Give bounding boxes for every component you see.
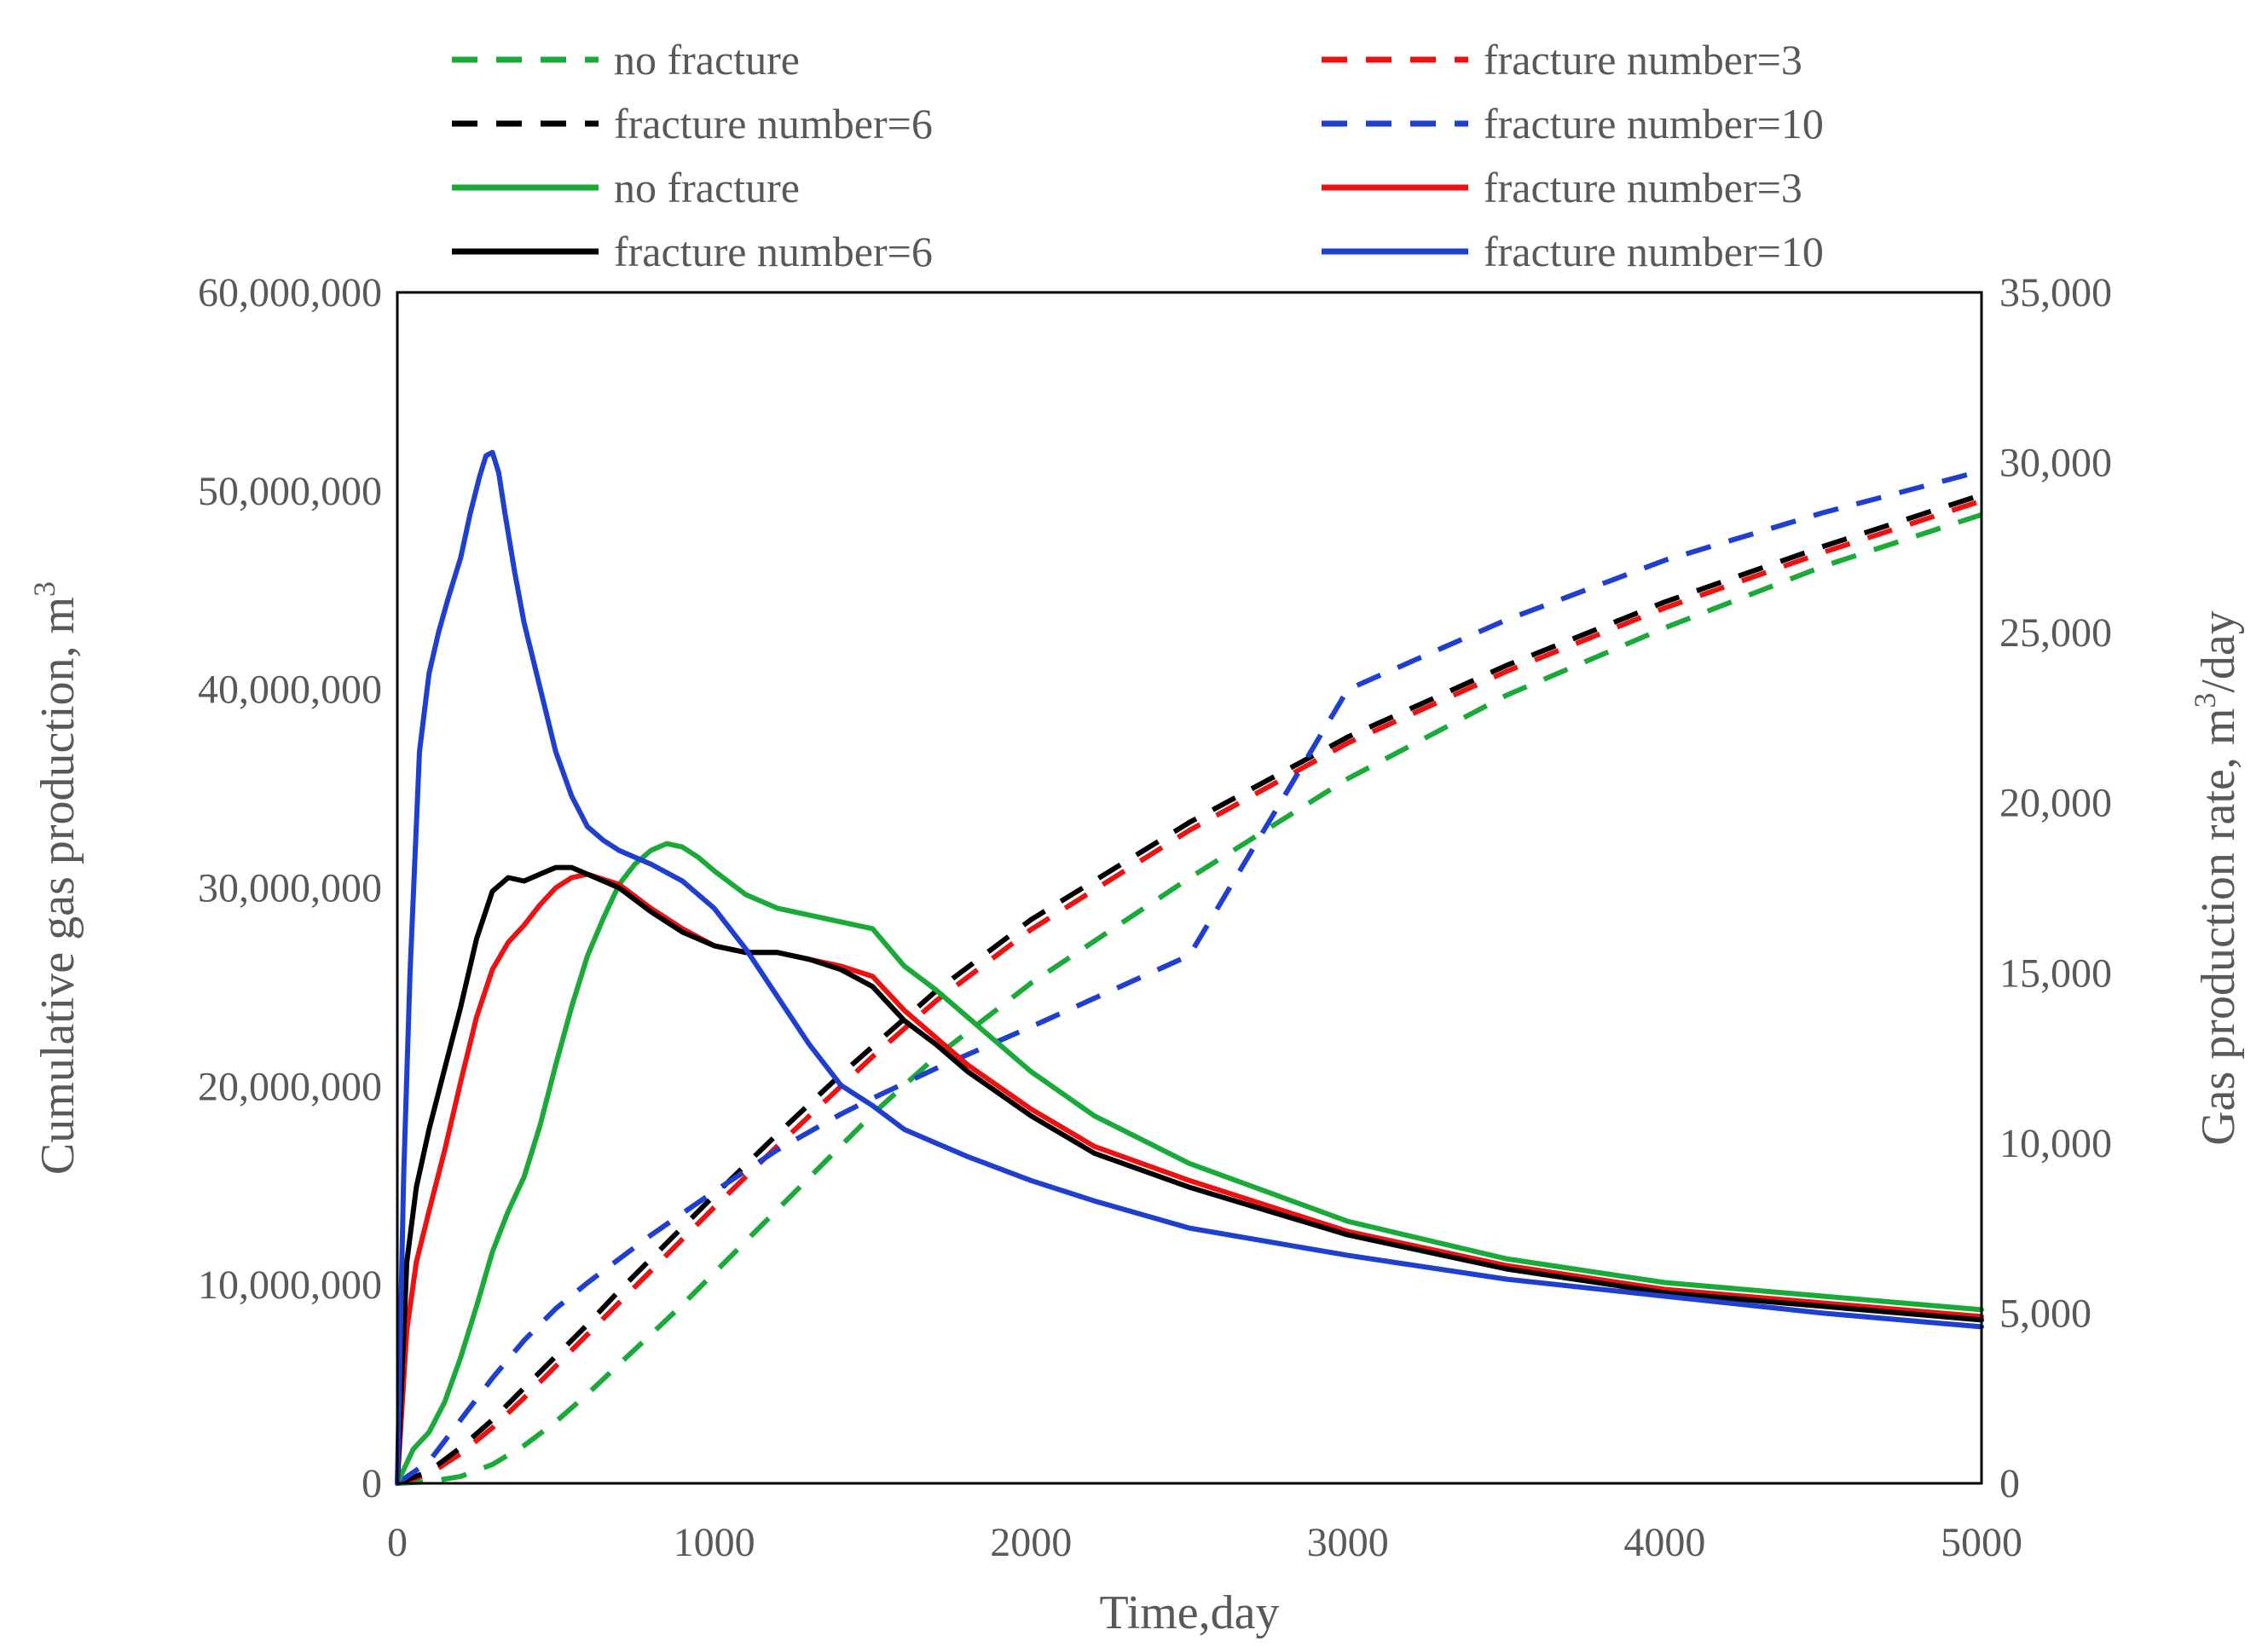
plot-area-frame bbox=[396, 291, 1983, 1485]
y-right-tick-label: 20,000 bbox=[1999, 781, 2112, 826]
legend-label: fracture number=3 bbox=[1484, 36, 1802, 84]
y-left-tick-label: 0 bbox=[362, 1461, 382, 1506]
y-right-tick-label: 10,000 bbox=[1999, 1121, 2112, 1166]
legend-label: fracture number=6 bbox=[614, 100, 933, 147]
y-right-tick-label: 5,000 bbox=[1999, 1291, 2092, 1336]
x-tick-label: 0 bbox=[387, 1520, 408, 1565]
y-right-axis-title: Gas production rate, m3/day bbox=[2188, 610, 2245, 1146]
x-tick-label: 3000 bbox=[1307, 1520, 1389, 1565]
x-tick-label: 1000 bbox=[674, 1520, 755, 1565]
series-line-solid-no-fracture bbox=[395, 841, 1984, 1486]
y-left-axis-title: Cumulative gas production, m3 bbox=[27, 581, 84, 1175]
x-axis: 0 1000 2000 3000 4000 5000 bbox=[387, 1520, 2022, 1565]
y-right-tick-label: 30,000 bbox=[1999, 441, 2112, 486]
y-right-axis-title-text: Gas production rate, m bbox=[2192, 708, 2245, 1146]
y-left-tick-label: 40,000,000 bbox=[198, 667, 382, 713]
y-left-tick-label: 10,000,000 bbox=[198, 1263, 382, 1308]
x-axis-title: Time,day bbox=[1099, 1586, 1279, 1639]
y-right-axis-title-suffix: /day bbox=[2192, 610, 2245, 692]
legend-label: fracture number=10 bbox=[1484, 100, 1824, 147]
series-line-dashed-fracture-number-10 bbox=[396, 468, 1982, 1486]
plot-lines bbox=[395, 449, 1984, 1486]
y-left-tick-label: 60,000,000 bbox=[198, 270, 382, 315]
legend-label: no fracture bbox=[614, 36, 800, 84]
legend-label: fracture number=10 bbox=[1484, 228, 1824, 275]
series-line-dashed-fracture-number-6 bbox=[396, 492, 1982, 1486]
y-axis-left: 0 10,000,000 20,000,000 30,000,000 40,000,00… bbox=[198, 270, 382, 1506]
y-left-tick-label: 50,000,000 bbox=[198, 469, 382, 514]
y-right-tick-label: 35,000 bbox=[1999, 270, 2112, 315]
legend-label: fracture number=6 bbox=[614, 228, 933, 275]
x-tick-label: 2000 bbox=[990, 1520, 1072, 1565]
series-line-solid-fracture-number-3 bbox=[395, 871, 1984, 1486]
legend: no fracture fracture number=3 fracture num… bbox=[452, 36, 1824, 275]
y-left-tick-label: 30,000,000 bbox=[198, 866, 382, 911]
y-right-tick-label: 0 bbox=[1999, 1461, 2020, 1506]
legend-label: fracture number=3 bbox=[1484, 164, 1802, 211]
y-right-tick-label: 15,000 bbox=[1999, 951, 2112, 996]
x-tick-label: 5000 bbox=[1941, 1520, 2022, 1565]
series-line-dashed-fracture-number-3 bbox=[396, 498, 1982, 1486]
series-line-solid-fracture-number-6 bbox=[395, 864, 1984, 1486]
y-left-axis-title-sup: 3 bbox=[27, 581, 61, 597]
y-right-tick-label: 25,000 bbox=[1999, 610, 2112, 656]
legend-label: no fracture bbox=[614, 164, 800, 211]
y-right-axis-title-sup: 3 bbox=[2188, 693, 2222, 708]
series-line-dashed-no-fracture bbox=[396, 511, 1982, 1486]
y-left-tick-label: 20,000,000 bbox=[198, 1064, 382, 1109]
series-line-solid-fracture-number-10 bbox=[395, 449, 1984, 1486]
y-left-axis-title-text: Cumulative gas production, m bbox=[32, 597, 84, 1175]
y-axis-right: 0 5,000 10,000 15,000 20,000 25,000 30,000 35,0… bbox=[1999, 270, 2112, 1506]
x-tick-label: 4000 bbox=[1623, 1520, 1705, 1565]
